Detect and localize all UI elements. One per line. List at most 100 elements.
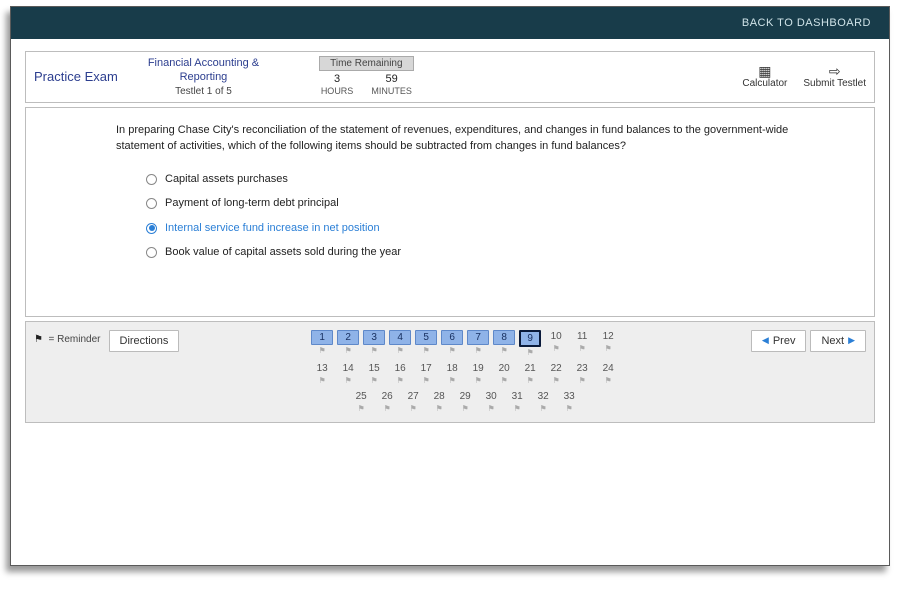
question-number: 27 (402, 390, 424, 403)
question-cell-27[interactable]: 27⚑ (402, 390, 424, 414)
hours-label: HOURS (321, 86, 354, 98)
question-cell-6[interactable]: 6⚑ (441, 330, 463, 358)
question-number: 32 (532, 390, 554, 403)
question-cell-3[interactable]: 3⚑ (363, 330, 385, 358)
question-number: 13 (311, 362, 333, 375)
question-cell-1[interactable]: 1⚑ (311, 330, 333, 358)
flag-icon: ⚑ (553, 376, 560, 385)
question-cell-22[interactable]: 22⚑ (545, 362, 567, 386)
practice-exam-title: Practice Exam (34, 69, 118, 84)
directions-button[interactable]: Directions (109, 330, 180, 352)
question-number: 9 (519, 330, 541, 347)
option-a[interactable]: Capital assets purchases (146, 167, 804, 192)
flag-icon: ⚑ (410, 404, 417, 413)
flag-icon: ⚑ (475, 346, 482, 355)
flag-icon: ⚑ (449, 346, 456, 355)
question-cell-19[interactable]: 19⚑ (467, 362, 489, 386)
radio-icon (146, 247, 157, 258)
question-navigator: ⚑ = Reminder Directions 1⚑2⚑3⚑4⚑5⚑6⚑7⚑8⚑… (25, 321, 875, 423)
app-frame: BACK TO DASHBOARD Practice Exam Financia… (10, 6, 890, 566)
question-cell-4[interactable]: 4⚑ (389, 330, 411, 358)
option-b[interactable]: Payment of long-term debt principal (146, 191, 804, 216)
flag-icon: ⚑ (579, 344, 586, 353)
question-cell-21[interactable]: 21⚑ (519, 362, 541, 386)
radio-icon (146, 223, 157, 234)
question-number: 24 (597, 362, 619, 375)
question-cell-2[interactable]: 2⚑ (337, 330, 359, 358)
option-c[interactable]: Internal service fund increase in net po… (146, 216, 804, 241)
question-cell-10[interactable]: 10⚑ (545, 330, 567, 358)
question-cell-33[interactable]: 33⚑ (558, 390, 580, 414)
question-number: 19 (467, 362, 489, 375)
question-number: 33 (558, 390, 580, 403)
flag-icon: ⚑ (371, 346, 378, 355)
question-number: 1 (311, 330, 333, 345)
question-number: 2 (337, 330, 359, 345)
course-line1: Financial Accounting & (148, 56, 259, 70)
option-label: Book value of capital assets sold during… (165, 244, 401, 261)
option-d[interactable]: Book value of capital assets sold during… (146, 240, 804, 265)
chevron-right-icon: ▶ (848, 335, 855, 346)
question-cell-14[interactable]: 14⚑ (337, 362, 359, 386)
question-number: 14 (337, 362, 359, 375)
next-label: Next (821, 335, 844, 347)
prev-button[interactable]: ◀ Prev (751, 330, 807, 352)
question-cell-29[interactable]: 29⚑ (454, 390, 476, 414)
question-cell-17[interactable]: 17⚑ (415, 362, 437, 386)
question-cell-8[interactable]: 8⚑ (493, 330, 515, 358)
question-cell-9[interactable]: 9⚑ (519, 330, 541, 358)
question-cell-20[interactable]: 20⚑ (493, 362, 515, 386)
flag-icon: ⚑ (527, 376, 534, 385)
reminder-key: ⚑ = Reminder (34, 330, 101, 345)
question-number: 18 (441, 362, 463, 375)
question-cell-25[interactable]: 25⚑ (350, 390, 372, 414)
question-cell-12[interactable]: 12⚑ (597, 330, 619, 358)
question-number: 17 (415, 362, 437, 375)
question-cell-30[interactable]: 30⚑ (480, 390, 502, 414)
question-cell-26[interactable]: 26⚑ (376, 390, 398, 414)
chevron-left-icon: ◀ (762, 335, 769, 346)
question-cell-24[interactable]: 24⚑ (597, 362, 619, 386)
question-cell-28[interactable]: 28⚑ (428, 390, 450, 414)
question-text: In preparing Chase City's reconciliation… (116, 122, 804, 155)
flag-icon: ⚑ (540, 404, 547, 413)
question-cell-16[interactable]: 16⚑ (389, 362, 411, 386)
question-number: 15 (363, 362, 385, 375)
option-label: Internal service fund increase in net po… (165, 220, 380, 237)
question-cell-31[interactable]: 31⚑ (506, 390, 528, 414)
question-cell-32[interactable]: 32⚑ (532, 390, 554, 414)
question-cell-7[interactable]: 7⚑ (467, 330, 489, 358)
answer-options: Capital assets purchases Payment of long… (146, 167, 804, 265)
question-cell-11[interactable]: 11⚑ (571, 330, 593, 358)
question-panel: In preparing Chase City's reconciliation… (25, 107, 875, 317)
submit-testlet-button[interactable]: ⇨ Submit Testlet (803, 64, 866, 89)
hours-value: 3 (321, 72, 354, 86)
flag-icon: ⚑ (579, 376, 586, 385)
flag-icon: ⚑ (34, 334, 43, 345)
question-number: 16 (389, 362, 411, 375)
question-cell-18[interactable]: 18⚑ (441, 362, 463, 386)
option-label: Payment of long-term debt principal (165, 195, 339, 212)
question-cell-15[interactable]: 15⚑ (363, 362, 385, 386)
question-number: 3 (363, 330, 385, 345)
flag-icon: ⚑ (449, 376, 456, 385)
next-button[interactable]: Next ▶ (810, 330, 866, 352)
question-number: 6 (441, 330, 463, 345)
question-number: 25 (350, 390, 372, 403)
flag-icon: ⚑ (488, 404, 495, 413)
question-number: 10 (545, 330, 567, 343)
reminder-label: = Reminder (49, 334, 101, 345)
calculator-button[interactable]: ▦ Calculator (742, 64, 787, 89)
flag-icon: ⚑ (319, 376, 326, 385)
question-cell-13[interactable]: 13⚑ (311, 362, 333, 386)
question-cell-23[interactable]: 23⚑ (571, 362, 593, 386)
option-label: Capital assets purchases (165, 171, 288, 188)
back-to-dashboard-link[interactable]: BACK TO DASHBOARD (742, 17, 871, 29)
flag-icon: ⚑ (436, 404, 443, 413)
question-number: 28 (428, 390, 450, 403)
question-number: 20 (493, 362, 515, 375)
question-cell-5[interactable]: 5⚑ (415, 330, 437, 358)
question-number: 21 (519, 362, 541, 375)
course-title: Financial Accounting & Reporting Testlet… (148, 56, 259, 98)
flag-icon: ⚑ (423, 346, 430, 355)
